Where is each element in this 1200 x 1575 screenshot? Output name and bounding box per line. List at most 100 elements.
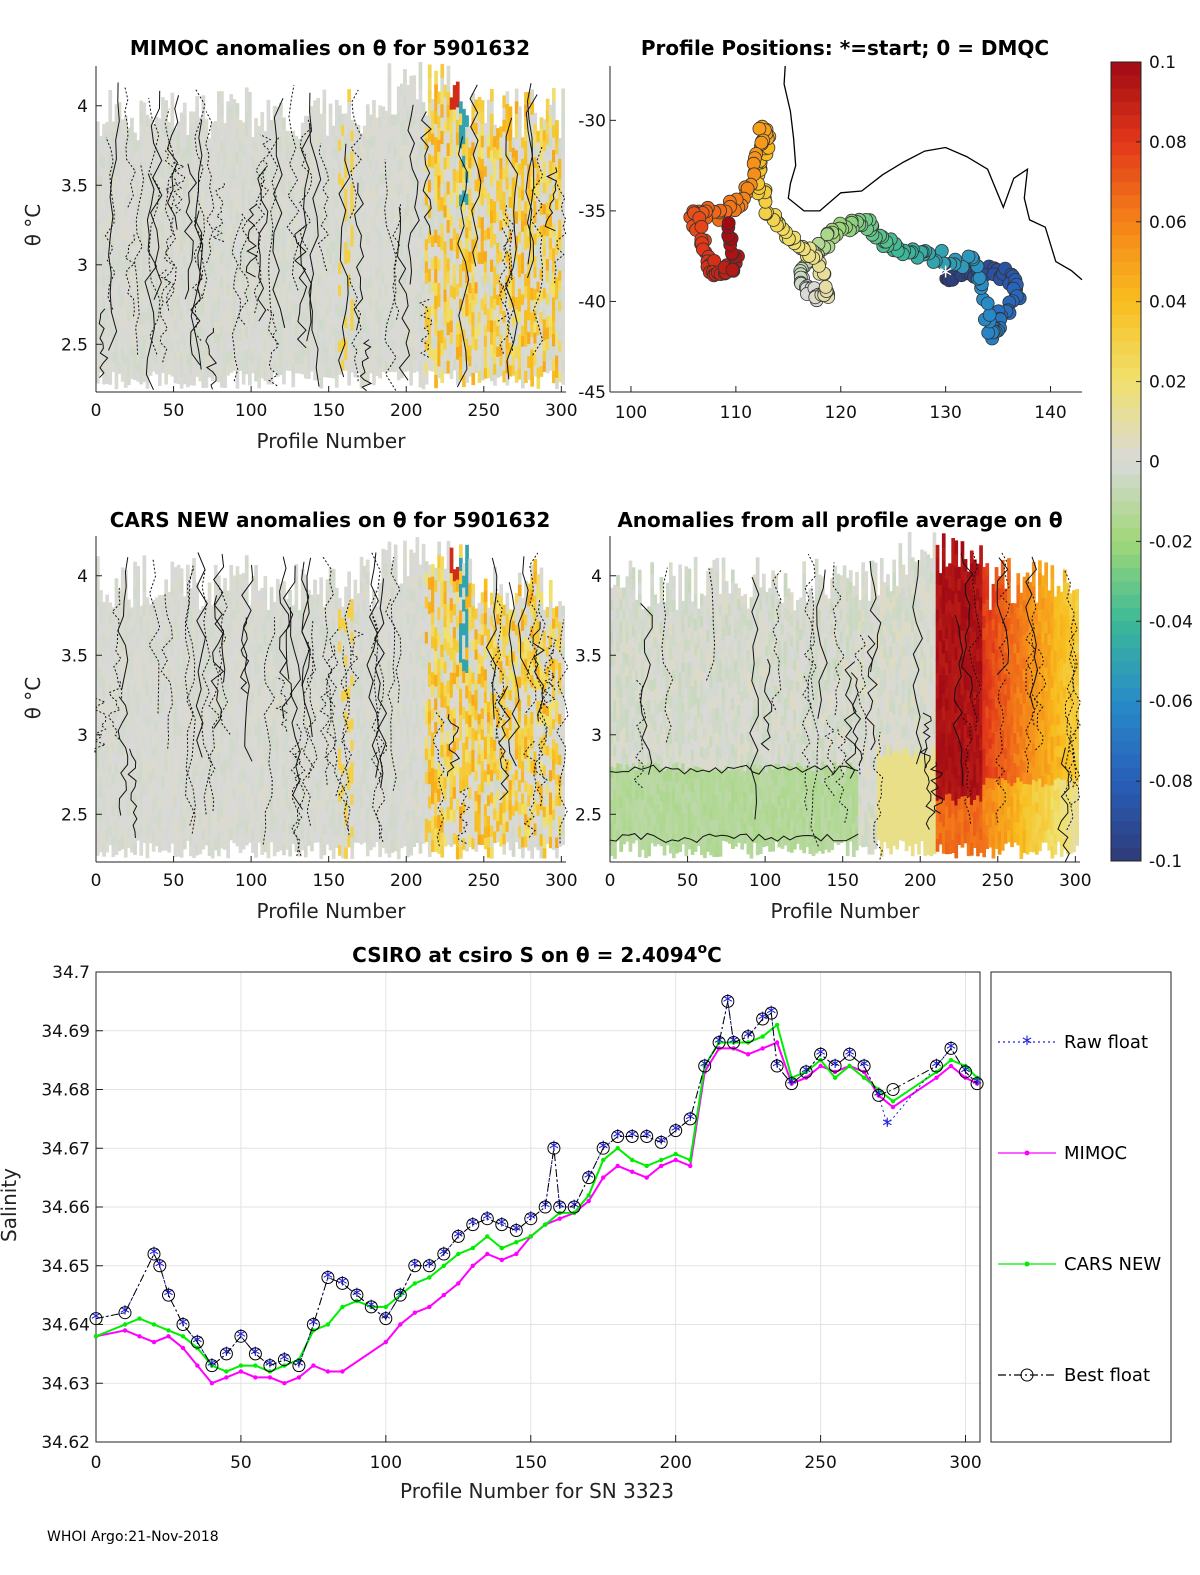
anomaly-cell: [539, 322, 544, 334]
anomaly-cell: [105, 723, 109, 735]
anomaly-cell: [204, 609, 209, 621]
anomaly-cell: [114, 681, 119, 694]
anomaly-cell: [133, 163, 137, 175]
anomaly-cell: [189, 822, 193, 834]
anomaly-cell: [344, 241, 348, 254]
anomaly-cell: [431, 155, 435, 168]
anomaly-cell: [381, 305, 386, 317]
y-tick-label: 3.5: [61, 176, 88, 196]
anomaly-cell: [148, 128, 153, 141]
anomaly-cell: [291, 130, 296, 143]
anomaly-cell: [120, 228, 125, 240]
anomaly-cell: [440, 170, 445, 184]
anomaly-cell: [204, 297, 209, 310]
anomaly-cell: [164, 827, 168, 840]
anomaly-cell: [164, 123, 168, 137]
anomaly-cell: [446, 360, 451, 374]
anomaly-cell: [452, 191, 457, 205]
anomaly-cell: [204, 163, 209, 176]
anomaly-cell: [561, 273, 565, 287]
anomaly-cell: [127, 826, 131, 838]
anomaly-cell: [406, 358, 410, 372]
anomaly-cell: [99, 352, 103, 363]
anomaly-cell: [108, 753, 113, 765]
anomaly-cell: [533, 353, 538, 366]
anomaly-cell: [251, 225, 255, 236]
anomaly-cell: [440, 103, 445, 118]
anomaly-cell: [198, 691, 203, 702]
anomaly-cell: [213, 300, 218, 312]
anomaly-cell: [548, 149, 553, 161]
anomaly-cell: [105, 776, 109, 789]
anomaly-cell: [154, 149, 159, 161]
anomaly-cell: [254, 129, 258, 141]
contour-line: [98, 308, 109, 379]
anomaly-cell: [328, 297, 333, 310]
anomaly-cell: [207, 662, 212, 674]
contour-line: [317, 142, 330, 271]
anomaly-cell: [446, 104, 451, 118]
anomaly-cell: [151, 600, 156, 612]
anomaly-cell: [275, 342, 280, 355]
anomaly-cell: [161, 189, 165, 202]
anomaly-cell: [390, 360, 395, 372]
anomaly-cell: [403, 157, 407, 171]
anomaly-cell: [158, 140, 162, 153]
anomaly-cell: [285, 280, 289, 291]
anomaly-cell: [387, 345, 392, 360]
anomaly-cell: [378, 128, 382, 140]
anomaly-cell: [111, 628, 116, 639]
anomaly-cell: [220, 300, 224, 314]
anomaly-cell: [158, 830, 162, 842]
anomaly-cell: [558, 371, 562, 383]
anomaly-cell: [114, 139, 119, 153]
anomaly-cell: [365, 220, 370, 233]
anomaly-cell: [279, 182, 283, 194]
anomaly-cell: [334, 363, 339, 376]
anomaly-cell: [210, 369, 215, 381]
anomaly-cell: [179, 568, 184, 581]
anomaly-cell: [440, 63, 445, 78]
anomaly-cell: [483, 367, 488, 379]
anomaly-cell: [390, 275, 395, 287]
anomaly-cell: [210, 742, 215, 754]
anomaly-cell: [449, 144, 454, 157]
anomaly-cell: [142, 242, 147, 255]
anomaly-cell: [409, 307, 413, 322]
anomaly-cell: [353, 334, 358, 346]
anomaly-cell: [303, 148, 308, 161]
anomaly-cell: [272, 316, 277, 328]
anomaly-cell: [136, 634, 140, 647]
anomaly-cell: [154, 159, 159, 171]
anomaly-cell: [356, 289, 361, 301]
anomaly-cell: [176, 361, 181, 374]
anomaly-cell: [415, 291, 420, 304]
anomaly-cell: [517, 265, 522, 278]
anomaly-cell: [192, 122, 196, 135]
anomaly-cell: [347, 249, 351, 263]
anomaly-cell: [490, 246, 494, 260]
anomaly-cell: [204, 722, 209, 734]
anomaly-cell: [154, 116, 159, 129]
anomaly-cell: [328, 263, 333, 276]
anomaly-cell: [154, 170, 159, 182]
anomaly-cell: [130, 658, 134, 670]
cars-title: CARS NEW anomalies on θ for 5901632: [110, 508, 551, 532]
anomaly-cell: [275, 263, 280, 276]
anomaly-cell: [279, 159, 283, 172]
anomaly-cell: [96, 274, 100, 286]
anomaly-cell: [186, 344, 190, 356]
anomaly-cell: [316, 203, 320, 216]
anomaly-cell: [511, 315, 516, 327]
anomaly-cell: [449, 308, 454, 321]
anomaly-cell: [235, 316, 240, 330]
anomaly-cell: [412, 149, 417, 163]
map-x-tick-label: 120: [825, 403, 857, 423]
anomaly-cell: [396, 245, 401, 259]
anomaly-cell: [483, 229, 488, 241]
anomaly-cell: [365, 150, 370, 163]
anomaly-cell: [406, 96, 410, 110]
anomaly-cell: [229, 291, 234, 304]
anomaly-cell: [99, 185, 103, 196]
anomaly-cell: [353, 323, 358, 335]
